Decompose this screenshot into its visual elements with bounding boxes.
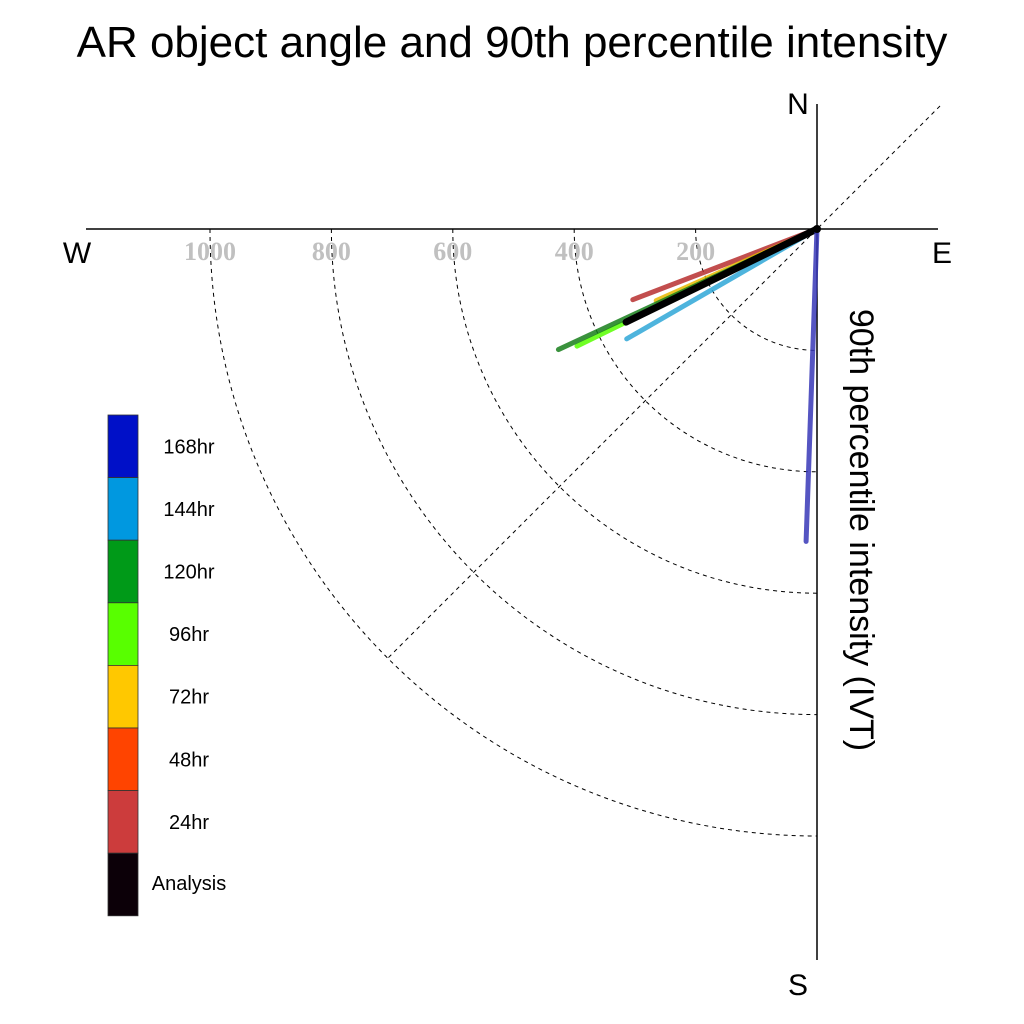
legend-label: 72hr bbox=[169, 687, 209, 709]
compass-east: E bbox=[932, 237, 952, 270]
legend-label: Analysis bbox=[152, 873, 226, 895]
legend-label: 24hr bbox=[169, 812, 209, 834]
grid-arc bbox=[695, 228, 818, 351]
legend-label: 48hr bbox=[169, 749, 209, 771]
legend-swatch bbox=[107, 477, 139, 541]
radial-tick-labels: 1000 800 600 400 200 bbox=[184, 237, 715, 266]
compass-north: N bbox=[787, 88, 809, 121]
grid-arc bbox=[330, 228, 818, 716]
compass-south: S bbox=[788, 969, 808, 1002]
radial-tick-label: 400 bbox=[555, 237, 594, 266]
legend: 168hr 144hr 120hr 96hr 72hr 48hr 24hr Analysis bbox=[107, 414, 226, 917]
legend-label: 144hr bbox=[163, 499, 214, 521]
chart-title: AR object angle and 90th percentile inte… bbox=[77, 18, 948, 67]
radial-tick-label: 800 bbox=[312, 237, 351, 266]
polar-grid bbox=[209, 105, 941, 837]
radial-tick-label: 1000 bbox=[184, 237, 236, 266]
radial-tick-label: 600 bbox=[433, 237, 472, 266]
legend-swatch bbox=[107, 852, 139, 917]
vector-168hr bbox=[803, 226, 820, 544]
compass-west: W bbox=[63, 237, 92, 270]
legend-swatch bbox=[107, 790, 139, 854]
origin-dot bbox=[813, 225, 821, 233]
legend-swatch bbox=[107, 539, 139, 604]
legend-label: 96hr bbox=[169, 624, 209, 646]
legend-label: 168hr bbox=[163, 436, 214, 458]
legend-label: 120hr bbox=[163, 562, 214, 584]
vector-analysis bbox=[622, 225, 821, 326]
legend-swatch bbox=[107, 602, 139, 666]
grid-diagonal bbox=[387, 105, 941, 659]
y-axis-label: 90th percentile intensity (IVT) bbox=[842, 309, 880, 751]
legend-swatch bbox=[107, 665, 139, 729]
legend-swatch bbox=[107, 414, 139, 478]
legend-swatch bbox=[107, 727, 139, 791]
grid-arc bbox=[209, 228, 818, 837]
radial-tick-label: 200 bbox=[676, 237, 715, 266]
vector-series bbox=[555, 225, 821, 544]
